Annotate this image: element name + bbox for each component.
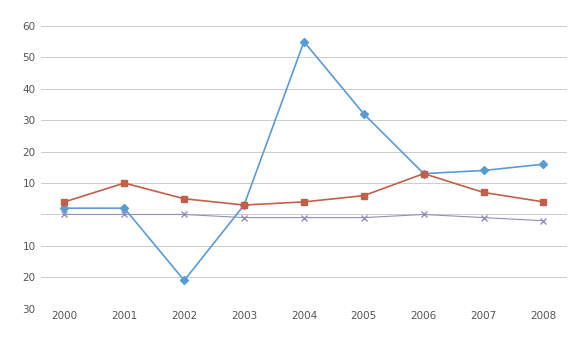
Line: Purple (x): Purple (x) (62, 212, 546, 224)
Purple (x) (480, 215, 487, 220)
Orange (square) (61, 200, 68, 204)
Line: Orange (square): Orange (square) (62, 171, 546, 208)
Blue (diamond) (61, 206, 68, 210)
Blue (diamond) (241, 203, 248, 207)
Orange (square) (121, 181, 128, 185)
Orange (square) (480, 190, 487, 194)
Blue (diamond) (540, 162, 547, 166)
Blue (diamond) (480, 168, 487, 173)
Blue (diamond) (420, 172, 427, 176)
Purple (x) (540, 219, 547, 223)
Purple (x) (360, 215, 367, 220)
Blue (diamond) (181, 279, 188, 283)
Orange (square) (241, 203, 248, 207)
Orange (square) (420, 172, 427, 176)
Purple (x) (61, 212, 68, 216)
Purple (x) (241, 215, 248, 220)
Orange (square) (301, 200, 307, 204)
Orange (square) (360, 193, 367, 198)
Orange (square) (540, 200, 547, 204)
Purple (x) (181, 212, 188, 216)
Blue (diamond) (301, 40, 307, 44)
Blue (diamond) (360, 112, 367, 116)
Line: Blue (diamond): Blue (diamond) (62, 39, 546, 283)
Orange (square) (181, 197, 188, 201)
Purple (x) (301, 215, 307, 220)
Blue (diamond) (121, 206, 128, 210)
Purple (x) (420, 212, 427, 216)
Purple (x) (121, 212, 128, 216)
